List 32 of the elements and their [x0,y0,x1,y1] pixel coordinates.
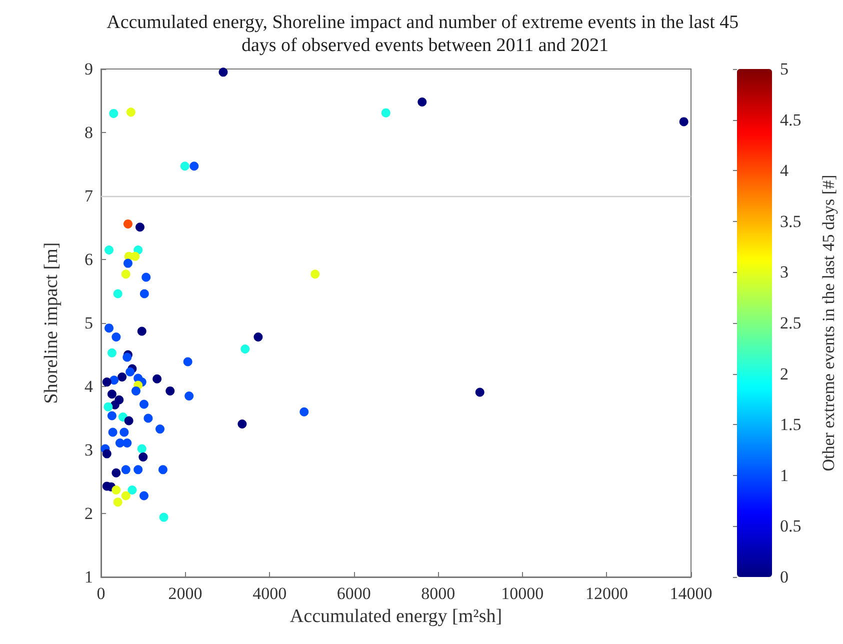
x-tick-label: 2000 [168,584,202,603]
color-bar-label: 3 [780,262,788,282]
color-bar-title: Other extreme events in the last 45 days [#] [819,174,838,472]
x-tick-label: 14000 [670,584,712,603]
x-tick-label: 12000 [585,584,628,603]
color-bar-label: 5 [780,60,788,78]
color-bar-label: 2.5 [780,314,802,332]
y-tick-label: 7 [84,186,94,206]
y-tick-label: 1 [84,568,93,586]
x-tick-label: 8000 [421,584,456,603]
color-bar-label: 4.5 [780,110,802,130]
y-tick-label: 8 [84,123,93,142]
y-tick-label: 4 [84,377,94,396]
color-bar-label: 0.5 [780,516,802,536]
color-bar-label: 0 [780,568,788,586]
x-tick-label: 4000 [252,584,287,603]
y-tick-label: 6 [84,250,93,269]
chart-title: Accumulated energy, Shoreline impact and number of extreme events in the last 45 days of observed events between 2011 and 2021 [106,12,744,56]
y-tick-label: 2 [84,504,93,523]
x-tick-label: 0 [96,584,106,603]
y-tick-label: 3 [84,440,93,460]
y-tick-label: 9 [84,60,93,78]
color-bar-label: 3.5 [780,212,802,231]
color-bar-label: 4 [780,161,789,180]
x-tick-label: 6000 [336,584,371,603]
color-bar-label: 1.5 [780,415,802,434]
y-axis-title: Shoreline impact [m] [41,242,62,404]
x-axis-title: Accumulated energy [m²sh] [290,606,502,627]
color-bar-label: 2 [780,364,788,384]
y-tick-label: 5 [84,314,93,332]
color-bar-label: 1 [780,466,788,485]
x-tick-label: 10000 [501,584,544,603]
